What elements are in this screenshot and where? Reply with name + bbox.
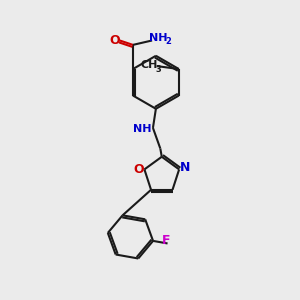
Text: 2: 2: [165, 37, 171, 46]
Text: NH: NH: [134, 124, 152, 134]
Text: N: N: [180, 161, 190, 174]
Text: CH: CH: [140, 60, 158, 70]
Text: F: F: [162, 234, 170, 247]
Text: O: O: [109, 34, 120, 47]
Text: 3: 3: [155, 65, 161, 74]
Text: NH: NH: [149, 33, 168, 43]
Text: O: O: [133, 163, 144, 176]
